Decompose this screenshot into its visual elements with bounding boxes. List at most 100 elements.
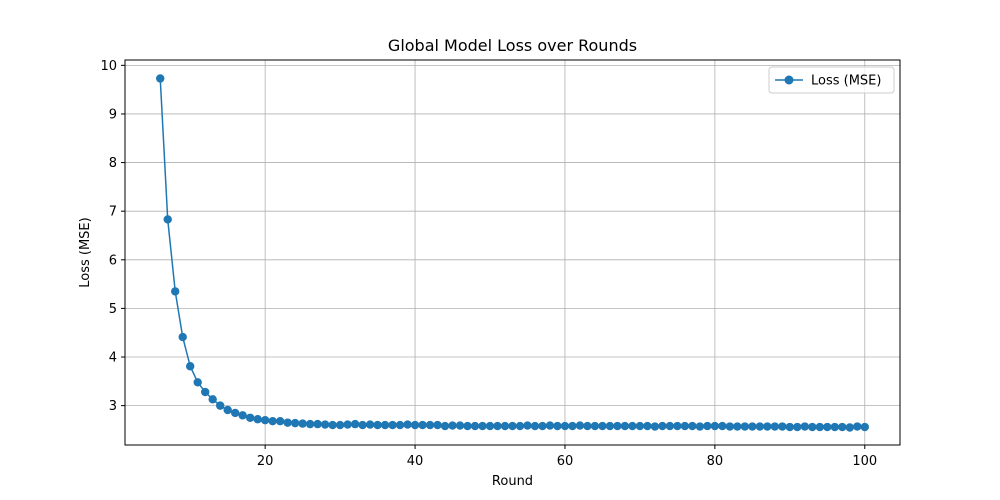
y-tick-label: 10 bbox=[100, 59, 117, 74]
data-point bbox=[171, 287, 180, 296]
y-axis-label: Loss (MSE) bbox=[78, 217, 93, 287]
data-point bbox=[658, 421, 667, 431]
data-point bbox=[643, 421, 652, 431]
data-point bbox=[253, 415, 262, 424]
data-point bbox=[343, 420, 352, 429]
data-point bbox=[163, 215, 172, 224]
data-point bbox=[500, 421, 510, 431]
legend-box bbox=[768, 66, 895, 94]
data-point bbox=[800, 422, 810, 431]
data-point bbox=[748, 422, 757, 431]
data-point bbox=[710, 421, 720, 431]
data-point bbox=[853, 422, 862, 431]
data-point bbox=[538, 421, 547, 431]
legend-label: Loss (MSE) bbox=[811, 74, 881, 89]
data-point bbox=[665, 421, 675, 431]
data-point bbox=[268, 416, 277, 426]
data-point bbox=[238, 411, 247, 420]
data-point bbox=[320, 420, 330, 429]
data-point bbox=[785, 422, 795, 432]
data-point bbox=[440, 421, 450, 431]
data-point bbox=[260, 416, 270, 425]
data-point bbox=[395, 420, 405, 430]
y-tick-label: 5 bbox=[109, 302, 117, 317]
data-point bbox=[485, 421, 495, 431]
data-point bbox=[650, 422, 660, 431]
data-point bbox=[230, 408, 240, 418]
y-axis: 3 4 5 6 7 8 9 10 bbox=[100, 59, 125, 414]
data-point bbox=[770, 422, 780, 431]
data-point bbox=[425, 420, 435, 430]
data-point bbox=[545, 421, 555, 430]
x-axis-label: Round bbox=[492, 474, 533, 489]
data-point bbox=[380, 420, 390, 430]
data-point bbox=[493, 421, 502, 431]
data-point bbox=[350, 419, 360, 429]
data-point bbox=[808, 422, 817, 432]
data-point bbox=[793, 422, 802, 432]
data-point bbox=[470, 421, 480, 431]
data-point bbox=[515, 421, 525, 431]
data-point bbox=[433, 420, 442, 430]
data-point bbox=[298, 419, 307, 428]
data-point bbox=[530, 421, 540, 431]
data-point bbox=[200, 387, 210, 397]
data-point bbox=[613, 421, 622, 431]
data-point bbox=[605, 421, 615, 431]
data-point bbox=[156, 74, 165, 83]
data-point bbox=[763, 422, 772, 431]
data-point bbox=[718, 421, 727, 431]
x-tick-label: 80 bbox=[707, 454, 724, 469]
y-tick-label: 8 bbox=[109, 156, 117, 171]
data-point bbox=[186, 362, 195, 371]
data-point bbox=[815, 422, 825, 432]
legend-swatch-marker bbox=[784, 75, 794, 85]
data-point bbox=[695, 422, 705, 431]
data-point bbox=[335, 420, 345, 430]
data-point bbox=[583, 421, 592, 431]
data-point bbox=[290, 418, 300, 428]
data-point bbox=[223, 405, 232, 415]
data-point bbox=[568, 421, 577, 431]
data-point bbox=[703, 421, 712, 431]
data-point bbox=[418, 420, 427, 430]
data-point bbox=[598, 421, 607, 431]
data-point bbox=[845, 423, 854, 432]
data-point bbox=[830, 422, 839, 432]
data-point bbox=[725, 422, 735, 431]
series-loss-mse bbox=[156, 74, 869, 432]
data-point bbox=[208, 395, 217, 404]
data-point bbox=[358, 420, 367, 430]
data-point bbox=[553, 421, 562, 431]
data-point bbox=[283, 418, 292, 427]
data-point bbox=[388, 420, 397, 430]
data-point bbox=[448, 421, 457, 430]
data-point bbox=[733, 422, 742, 431]
data-point bbox=[373, 420, 382, 430]
data-point bbox=[245, 413, 255, 422]
data-point bbox=[688, 421, 697, 431]
data-point bbox=[620, 421, 630, 431]
x-tick-label: 20 bbox=[257, 454, 274, 469]
data-point bbox=[478, 421, 487, 431]
y-tick-label: 9 bbox=[109, 107, 117, 122]
data-point bbox=[673, 421, 682, 431]
x-tick-label: 100 bbox=[852, 454, 877, 469]
data-point bbox=[860, 422, 869, 432]
data-point bbox=[523, 421, 532, 430]
data-point bbox=[403, 420, 412, 429]
data-point bbox=[215, 401, 225, 410]
chart-title: Global Model Loss over Rounds bbox=[388, 36, 637, 55]
data-point bbox=[178, 332, 187, 342]
data-point bbox=[838, 422, 847, 432]
data-point bbox=[740, 422, 750, 431]
data-point bbox=[680, 421, 690, 431]
y-tick-label: 6 bbox=[109, 253, 117, 268]
data-point bbox=[328, 420, 337, 430]
data-point bbox=[778, 422, 787, 431]
x-tick-label: 40 bbox=[407, 454, 424, 469]
x-tick-label: 60 bbox=[557, 454, 574, 469]
data-point bbox=[560, 421, 570, 431]
data-point bbox=[823, 422, 832, 432]
